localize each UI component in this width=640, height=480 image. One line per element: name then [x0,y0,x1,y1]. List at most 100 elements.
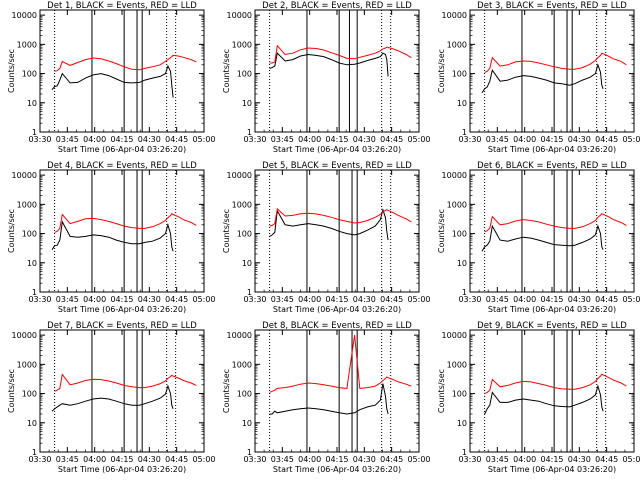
x-tick-label: 03:45 [56,455,79,464]
panel-title: Det 3, BLACK = Events, RED = LLD [477,1,627,11]
x-tick-label: 04:45 [595,455,618,464]
panel-det-8: Det 8, BLACK = Events, RED = LLD 1 10 100 10… [222,321,431,474]
y-tick-label: 10 [457,259,467,268]
x-tick-label: 04:45 [165,455,188,464]
x-tick-label: 03:45 [486,135,509,144]
x-axis-title: Start Time (06-Apr-04 03:26:20) [58,305,186,314]
x-tick-label: 04:15 [110,135,133,144]
series-lld [269,335,412,393]
x-tick-label: 04:15 [540,135,563,144]
x-tick-label: 05:00 [622,135,640,144]
x-axis-title: Start Time (06-Apr-04 03:26:20) [58,145,186,154]
x-tick-label: 05:00 [622,455,640,464]
y-tick-label: 1000 [17,360,37,369]
series-lld [54,54,197,72]
y-tick-label: 10 [27,99,37,108]
x-tick-label: 03:45 [271,135,294,144]
panel-det-9: Det 9, BLACK = Events, RED = LLD 1 10 100 10… [437,321,640,474]
y-tick-label: 1 [247,288,252,297]
x-tick-label: 03:45 [56,135,79,144]
series-lld [54,373,197,392]
panel-title: Det 5, BLACK = Events, RED = LLD [262,161,412,171]
panel-det-6: Det 6, BLACK = Events, RED = LLD 1 10 100 10… [437,161,640,314]
x-tick-label: 04:45 [380,295,403,304]
x-tick-label: 04:15 [110,295,133,304]
y-tick-label: 1000 [232,360,252,369]
y-tick-label: 1 [32,128,37,137]
x-tick-label: 03:30 [28,295,51,304]
y-tick-label: 1 [32,288,37,297]
panel-title: Det 1, BLACK = Events, RED = LLD [47,1,197,11]
series-events [269,52,389,77]
y-axis-title: Counts/sec [7,209,16,253]
x-tick-label: 04:00 [83,455,106,464]
y-axis-title: Counts/sec [437,209,446,253]
x-axis-title: Start Time (06-Apr-04 03:26:20) [273,465,401,474]
x-tick-label: 04:30 [568,135,591,144]
y-axis-title: Counts/sec [222,369,231,413]
y-tick-label: 1 [247,128,252,137]
series-events [481,63,604,94]
x-tick-label: 04:00 [298,455,321,464]
x-tick-label: 04:30 [353,295,376,304]
x-tick-label: 03:30 [458,295,481,304]
x-tick-label: 04:30 [353,455,376,464]
x-axis-title: Start Time (06-Apr-04 03:26:20) [273,305,401,314]
x-tick-label: 03:45 [271,295,294,304]
series-lld [484,373,627,395]
y-tick-label: 10000 [442,11,467,20]
x-tick-label: 04:30 [568,455,591,464]
y-tick-label: 100 [237,390,252,399]
x-tick-label: 04:15 [110,455,133,464]
panel-det-4: Det 4, BLACK = Events, RED = LLD 1 10 100 10… [7,161,216,314]
x-tick-label: 04:00 [298,135,321,144]
y-tick-label: 10000 [12,171,37,180]
x-tick-label: 03:30 [458,135,481,144]
x-axis-title: Start Time (06-Apr-04 03:26:20) [58,465,186,474]
y-tick-label: 1 [462,448,467,457]
x-tick-label: 04:30 [568,295,591,304]
panel-title: Det 6, BLACK = Events, RED = LLD [477,161,627,171]
panel-det-1: Det 1, BLACK = Events, RED = LLD 1 10 100 10… [7,1,216,154]
y-tick-label: 10 [242,259,252,268]
x-tick-label: 04:45 [165,295,188,304]
panel-det-7: Det 7, BLACK = Events, RED = LLD 1 10 100 10… [7,321,216,474]
y-axis-title: Counts/sec [222,49,231,93]
series-events [51,220,174,252]
x-tick-label: 04:30 [138,295,161,304]
y-axis-title: Counts/sec [222,209,231,253]
y-tick-label: 10000 [442,331,467,340]
y-tick-label: 100 [22,390,37,399]
plot-frame [469,9,635,133]
y-tick-label: 1 [462,288,467,297]
x-tick-label: 04:45 [595,135,618,144]
x-tick-label: 03:30 [458,455,481,464]
x-tick-label: 04:15 [540,455,563,464]
x-tick-label: 03:30 [28,455,51,464]
y-tick-label: 1000 [17,200,37,209]
y-tick-label: 100 [22,230,37,239]
x-tick-label: 04:45 [380,455,403,464]
x-tick-label: 05:00 [192,455,215,464]
y-tick-label: 100 [22,70,37,79]
series-events [51,64,174,98]
x-tick-label: 03:45 [56,295,79,304]
y-tick-label: 100 [452,70,467,79]
y-tick-label: 1000 [232,200,252,209]
y-tick-label: 10000 [227,331,252,340]
series-events [51,384,174,412]
x-axis-title: Start Time (06-Apr-04 03:26:20) [488,305,616,314]
y-tick-label: 1 [32,448,37,457]
x-tick-label: 04:15 [540,295,563,304]
y-tick-label: 1000 [447,360,467,369]
y-tick-label: 10000 [227,11,252,20]
x-tick-label: 04:00 [513,455,536,464]
x-tick-label: 05:00 [622,295,640,304]
y-tick-label: 10 [457,99,467,108]
x-tick-label: 03:45 [486,295,509,304]
series-lld [269,44,412,64]
x-tick-label: 04:30 [138,455,161,464]
panel-title: Det 9, BLACK = Events, RED = LLD [477,321,627,331]
y-tick-label: 100 [452,390,467,399]
x-tick-label: 04:00 [83,295,106,304]
